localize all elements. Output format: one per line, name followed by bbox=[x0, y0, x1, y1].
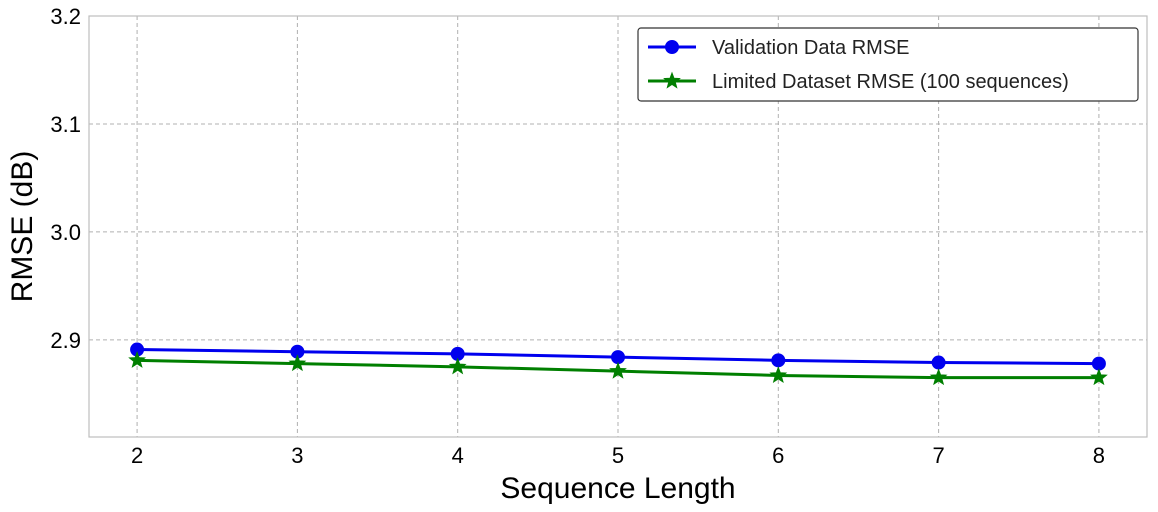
series-validation bbox=[130, 342, 1106, 371]
x-tick-label: 8 bbox=[1093, 443, 1105, 468]
x-tick-label: 4 bbox=[452, 443, 464, 468]
data-point bbox=[128, 351, 146, 368]
x-axis-label: Sequence Length bbox=[500, 472, 735, 505]
plot-area-frame bbox=[88, 15, 1148, 438]
legend-marker-circle bbox=[665, 40, 679, 54]
data-point bbox=[931, 355, 946, 370]
data-point bbox=[448, 357, 467, 375]
legend-label-limited: Limited Dataset RMSE (100 sequences) bbox=[712, 71, 1069, 93]
data-point bbox=[611, 350, 625, 365]
x-tick-label: 6 bbox=[772, 443, 784, 468]
data-point bbox=[1090, 368, 1108, 386]
y-tick-label: 3.1 bbox=[50, 112, 81, 137]
legend-marker-star bbox=[663, 71, 681, 89]
series-layer bbox=[128, 342, 1108, 386]
legend-label-validation: Validation Data RMSE bbox=[712, 37, 910, 59]
data-point bbox=[769, 366, 788, 384]
y-tick-label: 3.0 bbox=[50, 220, 81, 245]
legend-marker bbox=[663, 71, 681, 89]
data-point bbox=[288, 354, 307, 372]
data-point bbox=[771, 353, 786, 368]
data-point bbox=[929, 368, 948, 386]
y-tick-label: 3.2 bbox=[50, 4, 81, 29]
data-point bbox=[1091, 356, 1106, 371]
series-limited bbox=[128, 351, 1108, 386]
x-tick-label: 5 bbox=[612, 443, 624, 468]
y-tick-label: 2.9 bbox=[50, 328, 81, 353]
x-tick-label: 3 bbox=[291, 443, 303, 468]
legend: Validation Data RMSE Limited Dataset RMS… bbox=[637, 27, 1139, 102]
x-tick-label: 7 bbox=[932, 443, 944, 468]
legend-box bbox=[637, 27, 1139, 102]
legend-marker bbox=[665, 40, 679, 54]
x-tick-label: 2 bbox=[131, 443, 143, 468]
data-point bbox=[609, 361, 627, 379]
y-axis-label: RMSE (dB) bbox=[6, 151, 39, 303]
tick-labels: 2 3 4 5 6 7 8 2.9 3.0 3.1 3.2 bbox=[50, 4, 1105, 468]
